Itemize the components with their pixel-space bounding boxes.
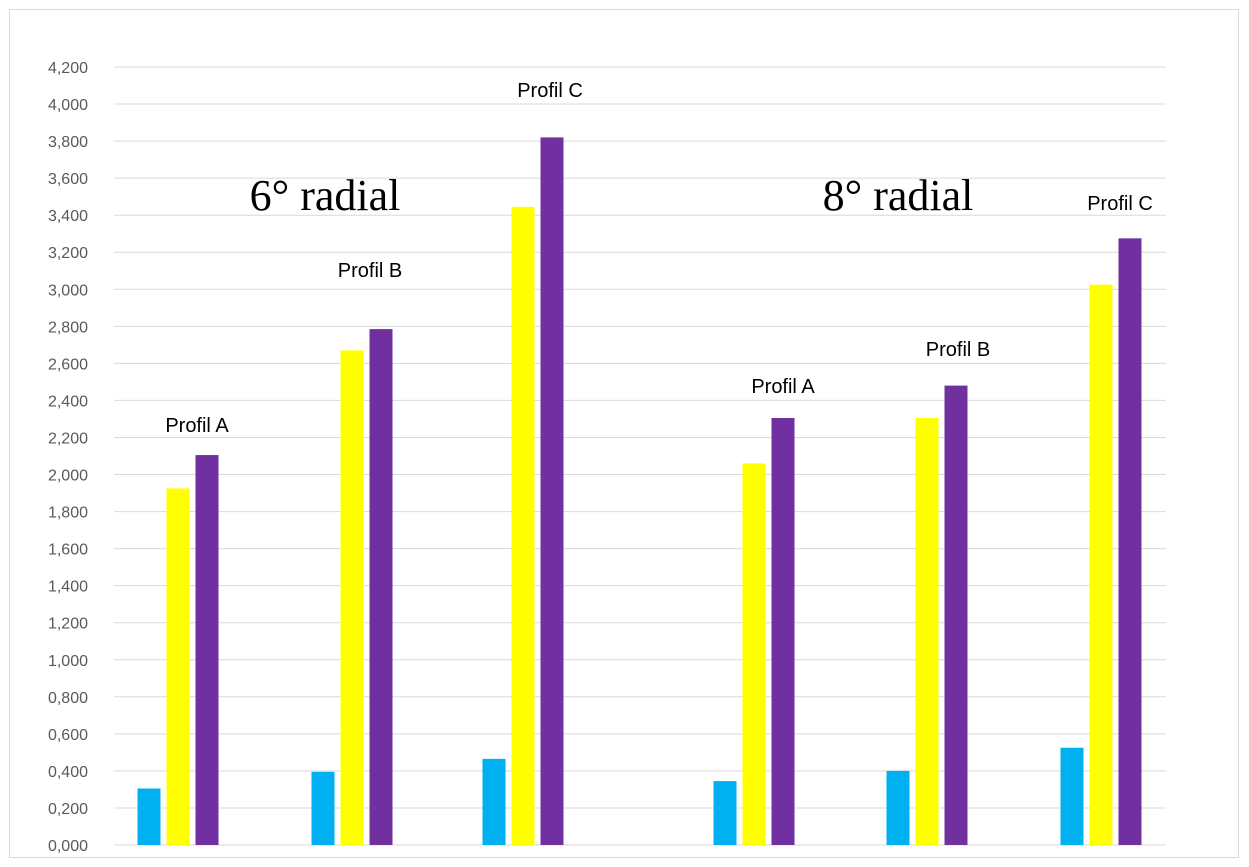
y-tick-label: 2,600: [48, 356, 88, 373]
category-label: Profil B: [926, 339, 990, 361]
bar: [195, 455, 219, 845]
y-tick-label: 3,400: [48, 208, 88, 225]
bar: [915, 418, 939, 845]
category-label: Profil C: [517, 80, 583, 102]
group-annotation: 6° radial: [250, 171, 401, 220]
y-tick-label: 2,200: [48, 430, 88, 447]
y-tick-label: 1,400: [48, 579, 88, 596]
bar: [369, 329, 393, 845]
bar: [482, 758, 506, 845]
category-label: Profil A: [165, 415, 229, 437]
bar: [340, 350, 364, 845]
y-tick-label: 0,200: [48, 801, 88, 818]
y-tick-label: 3,800: [48, 134, 88, 151]
bar: [166, 488, 190, 845]
bar: [511, 206, 535, 846]
bar: [1089, 284, 1113, 845]
y-tick-label: 1,600: [48, 542, 88, 559]
bar: [1060, 747, 1084, 845]
y-tick-label: 3,600: [48, 171, 88, 188]
y-tick-label: 2,800: [48, 319, 88, 336]
y-tick-label: 1,800: [48, 505, 88, 522]
y-tick-label: 1,200: [48, 616, 88, 633]
category-label: Profil B: [338, 260, 402, 282]
bar: [944, 385, 968, 845]
y-tick-label: 4,200: [48, 60, 88, 77]
y-tick-label: 0,600: [48, 727, 88, 744]
bar: [886, 770, 910, 845]
bar: [713, 781, 737, 845]
bar: [311, 771, 335, 845]
bar: [540, 137, 564, 845]
y-tick-label: 4,000: [48, 97, 88, 114]
category-label: Profil A: [751, 376, 815, 398]
group-annotation: 8° radial: [823, 171, 974, 220]
bar: [742, 463, 766, 845]
y-tick-label: 2,400: [48, 393, 88, 410]
bar: [771, 418, 795, 845]
bar: [137, 788, 161, 845]
y-tick-label: 2,000: [48, 468, 88, 485]
y-tick-label: 0,000: [48, 838, 88, 855]
bar: [1118, 238, 1142, 846]
category-label: Profil C: [1087, 193, 1153, 215]
y-tick-label: 0,400: [48, 764, 88, 781]
y-tick-label: 1,000: [48, 653, 88, 670]
y-tick-label: 0,800: [48, 690, 88, 707]
y-tick-label: 3,200: [48, 245, 88, 262]
y-tick-label: 3,000: [48, 282, 88, 299]
